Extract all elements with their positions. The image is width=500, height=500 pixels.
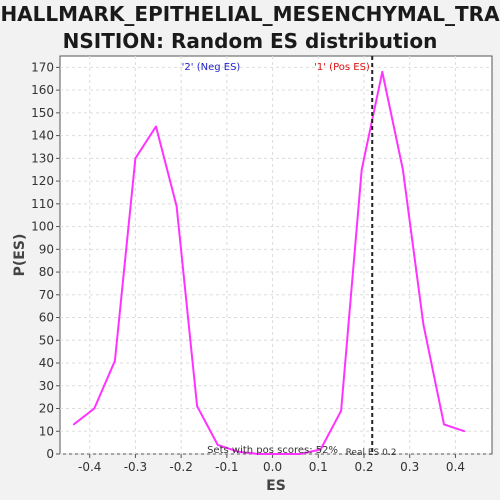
x-tick-label: -0.1 <box>215 460 238 474</box>
y-tick-label: 150 <box>31 106 54 120</box>
y-tick-label: 100 <box>31 220 54 234</box>
x-axis-ticks: -0.4 -0.3 -0.2 -0.1 0.0 0.1 0.2 0.3 0.4 <box>78 454 465 474</box>
x-tick-label: 0.2 <box>354 460 373 474</box>
data-point <box>319 448 322 451</box>
y-tick-label: 70 <box>39 288 54 302</box>
y-tick-label: 0 <box>46 447 54 461</box>
y-tick-label: 10 <box>39 424 54 438</box>
legend-neg-es: '2' (Neg ES) <box>182 62 241 73</box>
y-tick-label: 170 <box>31 60 54 74</box>
data-point <box>381 71 384 73</box>
y-tick-label: 120 <box>31 174 54 188</box>
y-tick-label: 110 <box>31 197 54 211</box>
data-point <box>422 323 425 326</box>
real-es-label: Real ES 0.2 <box>346 448 397 458</box>
data-point <box>402 168 404 171</box>
data-point <box>443 423 445 426</box>
y-axis-label: P(ES) <box>12 234 28 277</box>
y-tick-label: 140 <box>31 129 54 143</box>
data-point <box>93 407 96 410</box>
data-point <box>340 409 342 412</box>
data-point <box>258 453 260 455</box>
series-layer <box>72 70 466 455</box>
series-line <box>73 70 465 455</box>
x-tick-label: 0.3 <box>400 460 419 474</box>
plot-area <box>59 55 493 455</box>
y-tick-label: 20 <box>39 402 54 416</box>
x-tick-label: 0.4 <box>446 460 465 474</box>
pos-scores-annotation: Sets with pos scores: 52% <box>207 445 338 456</box>
data-point <box>114 359 116 362</box>
data-point <box>175 205 178 207</box>
y-tick-label: 90 <box>39 242 54 256</box>
data-point <box>155 125 157 128</box>
y-axis-ticks: 0 10 20 30 40 50 60 70 80 90 100 110 120 130 140 150 160… <box>31 60 60 461</box>
data-point <box>72 423 75 426</box>
x-tick-label: -0.3 <box>124 460 147 474</box>
x-tick-label: 0.1 <box>309 460 328 474</box>
y-tick-label: 60 <box>39 311 54 325</box>
y-tick-label: 40 <box>39 356 54 370</box>
data-point <box>134 157 137 160</box>
data-point <box>237 450 240 453</box>
data-point <box>196 405 198 408</box>
grid-lines <box>60 56 492 455</box>
legend-pos-es: '1' (Pos ES) <box>314 62 370 73</box>
data-point <box>216 444 219 446</box>
x-tick-label: -0.4 <box>78 460 101 474</box>
y-tick-label: 160 <box>31 83 54 97</box>
data-point <box>299 453 301 455</box>
chart-title: HALLMARK_EPITHELIAL_MESENCHYMAL_TRANSITI… <box>0 2 500 53</box>
x-tick-label: -0.2 <box>169 460 192 474</box>
y-tick-label: 30 <box>39 379 54 393</box>
x-tick-label: 0.0 <box>263 460 282 474</box>
y-tick-label: 80 <box>39 265 54 279</box>
x-axis-label: ES <box>266 478 286 494</box>
data-point <box>463 430 466 433</box>
y-tick-label: 50 <box>39 333 54 347</box>
data-point <box>360 168 363 171</box>
y-tick-label: 130 <box>31 151 54 165</box>
data-point <box>278 453 281 455</box>
